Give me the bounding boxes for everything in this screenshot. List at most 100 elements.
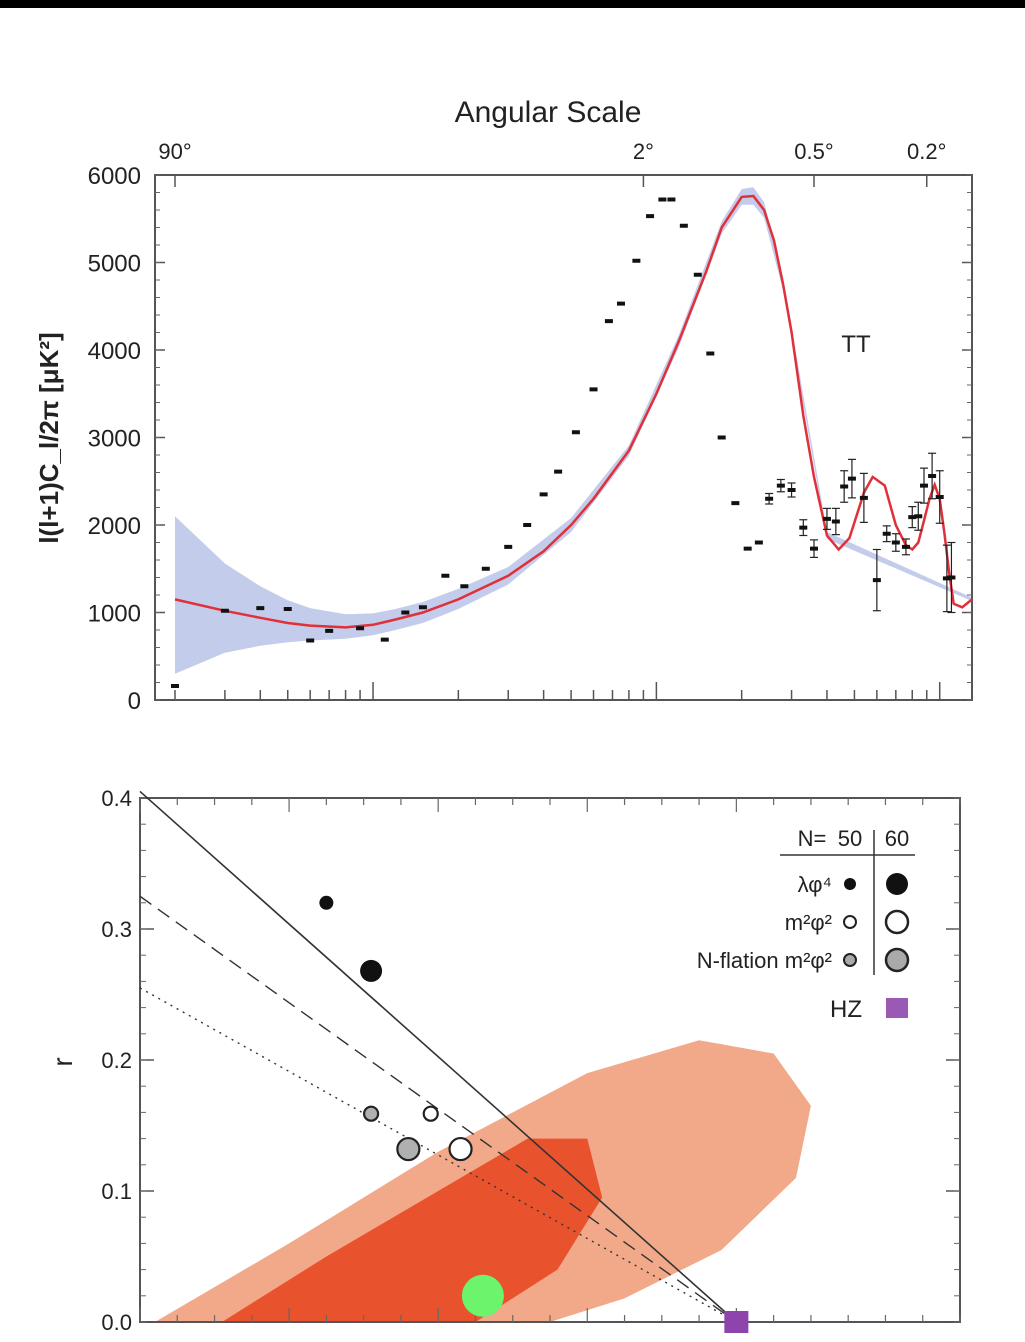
model-curve <box>174 194 973 629</box>
data-point <box>693 272 702 277</box>
data-point <box>928 452 937 500</box>
y-tick-label: 5000 <box>88 251 141 278</box>
data-point <box>743 546 752 551</box>
data-point <box>847 458 856 499</box>
data-point <box>604 319 613 324</box>
data-point <box>418 605 427 610</box>
data-point <box>571 430 580 435</box>
data-point <box>914 501 923 531</box>
top-tick-label: 0.2° <box>907 139 946 164</box>
data-point <box>942 544 951 613</box>
data-point <box>731 501 740 506</box>
black-model-point <box>360 959 383 982</box>
white-model-point <box>422 1105 439 1122</box>
y-tick-label: 0.1 <box>101 1179 132 1204</box>
data-point <box>822 507 831 530</box>
legend-label-nflation: N-flation m²φ² <box>697 948 832 973</box>
data-point <box>380 637 389 642</box>
data-point <box>776 478 785 493</box>
legend-marker-black-50 <box>844 878 856 890</box>
legend-marker-gray-60 <box>884 947 910 973</box>
legend-header-n: N= <box>798 826 827 851</box>
data-point <box>947 541 956 614</box>
data-point <box>325 628 334 633</box>
legend-marker-white-60 <box>884 909 910 935</box>
data-point <box>481 566 490 571</box>
data-point <box>679 223 688 228</box>
data-point <box>523 523 532 527</box>
data-point <box>401 610 410 615</box>
data-point <box>717 435 726 440</box>
data-point <box>646 214 655 219</box>
axes: 0 1000 2000 3000 4000 5000 6000 90° 2° 0.5° 0.2° <box>88 139 973 715</box>
tt-spectrum-chart: 0 1000 2000 3000 4000 5000 6000 90° 2° 0.5° 0.2° A… <box>34 96 973 715</box>
legend-header-60: 60 <box>885 826 909 851</box>
black-model-point <box>319 895 334 910</box>
tt-annotation: TT <box>841 331 871 358</box>
gray-model-point <box>396 1136 421 1162</box>
data-point <box>356 626 365 631</box>
y-tick-label: 3000 <box>88 426 141 453</box>
uncertainty-band <box>175 187 972 674</box>
inner-contour <box>222 1138 603 1322</box>
y-tick-label: 0.3 <box>101 917 132 942</box>
data-point <box>632 258 641 263</box>
r-ns-chart: 0.0 0.1 0.2 0.3 0.4 N= 50 60 λφ⁴ m²φ² N-flat… <box>47 786 961 1335</box>
model-lines <box>139 790 737 1323</box>
data-point <box>799 519 808 537</box>
data-point <box>859 472 868 523</box>
model-line <box>174 194 973 629</box>
data-point <box>616 301 625 306</box>
data-point <box>840 470 849 503</box>
data-point <box>170 684 179 688</box>
y-tick-label: 0.0 <box>101 1310 132 1335</box>
data-point <box>539 492 548 497</box>
data-point <box>283 607 292 611</box>
data-point <box>765 492 774 505</box>
data-point <box>872 548 881 612</box>
y-tick-label: 4000 <box>88 338 141 365</box>
data-point <box>306 638 315 643</box>
legend-label-m2phi2: m²φ² <box>785 910 832 935</box>
gray-model-point <box>362 1105 380 1122</box>
legend: N= 50 60 λφ⁴ m²φ² N-flation m²φ² HZ <box>697 826 915 1023</box>
error-band <box>175 187 972 674</box>
legend-label-hz: HZ <box>830 996 862 1023</box>
y-tick-label: 1000 <box>88 601 141 628</box>
data-point <box>919 467 928 504</box>
data-point <box>935 470 944 524</box>
data-point <box>831 507 840 536</box>
top-tick-label: 90° <box>158 139 191 164</box>
y-tick-label: 0 <box>128 688 141 715</box>
data-point <box>504 544 513 549</box>
data-point <box>787 482 796 498</box>
y-tick-label: 0.2 <box>101 1048 132 1073</box>
legend-marker-hz <box>886 998 908 1018</box>
data-point <box>589 387 598 392</box>
y-tick-label: 2000 <box>88 513 141 540</box>
axes: 0.0 0.1 0.2 0.3 0.4 <box>101 786 961 1335</box>
legend-marker-gray-50 <box>843 953 857 967</box>
data-point <box>891 533 900 552</box>
likelihood-contours <box>154 1040 811 1322</box>
solid-model-line <box>139 790 737 1323</box>
y-axis-label: l(l+1)C_l/2π [μK²] <box>34 332 64 543</box>
hz-point <box>724 1311 749 1333</box>
legend-label-lambda-phi4: λφ⁴ <box>798 872 832 897</box>
legend-header-50: 50 <box>838 826 862 851</box>
y-axis-label-r: r <box>47 1057 78 1066</box>
data-points <box>170 197 956 688</box>
dotted-model-line <box>139 987 737 1323</box>
data-point <box>658 197 667 202</box>
y-tick-label: 6000 <box>88 163 141 190</box>
legend-marker-black-60 <box>886 873 908 895</box>
data-point <box>908 506 917 529</box>
data-point <box>554 469 563 474</box>
top-axis-title: Angular Scale <box>455 96 642 129</box>
data-point <box>901 538 910 556</box>
data-point <box>220 608 229 613</box>
green-marker <box>461 1274 504 1317</box>
top-border <box>0 0 1025 8</box>
data-point <box>882 525 891 543</box>
